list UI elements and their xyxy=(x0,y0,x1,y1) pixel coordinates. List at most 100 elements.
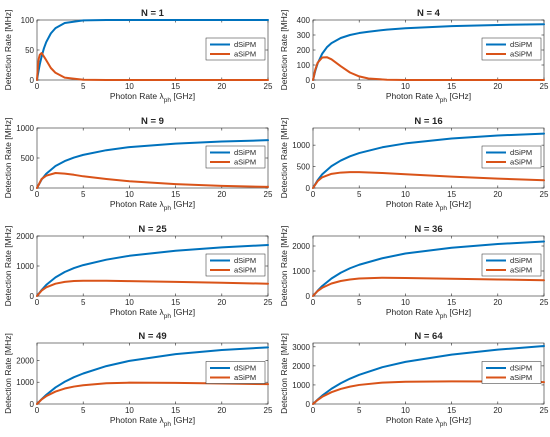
series-line-asipm xyxy=(312,171,545,189)
x-tick-label: 15 xyxy=(447,298,456,307)
x-tick-label: 5 xyxy=(81,190,86,199)
legend-label-asipm: aSiPM xyxy=(510,373,532,382)
series-line-asipm xyxy=(312,276,545,297)
y-axis-label: Detection Rate [MHz] xyxy=(279,333,289,414)
chart-title: N = 49 xyxy=(138,331,166,342)
x-tick-label: 15 xyxy=(447,406,456,415)
y-tick-label: 0 xyxy=(30,292,35,301)
chart-panel-5: 0 5 10 15 20 25 0 1000 2000 N = 25 Photon Rate λph… xyxy=(3,224,273,320)
x-tick-label: 5 xyxy=(357,82,362,91)
x-axis-label: Photon Rate λph [GHz] xyxy=(110,307,195,320)
x-axis-label: Photon Rate λph [GHz] xyxy=(386,307,471,320)
y-axis-label: Detection Rate [MHz] xyxy=(3,10,13,91)
chart-title: N = 1 xyxy=(141,8,165,19)
x-tick-label: 5 xyxy=(81,406,86,415)
legend-label-asipm: aSiPM xyxy=(510,266,532,275)
x-axis-label: Photon Rate λph [GHz] xyxy=(386,91,471,104)
x-tick-label: 0 xyxy=(311,190,316,199)
chart-title: N = 25 xyxy=(138,224,167,235)
x-tick-label: 5 xyxy=(357,190,362,199)
x-tick-label: 15 xyxy=(171,190,180,199)
chart-title: N = 64 xyxy=(414,331,443,342)
x-tick-label: 15 xyxy=(171,82,180,91)
x-tick-label: 20 xyxy=(493,298,502,307)
x-tick-label: 20 xyxy=(493,406,502,415)
x-tick-label: 0 xyxy=(311,82,316,91)
x-tick-label: 20 xyxy=(493,82,502,91)
series-line-asipm xyxy=(36,381,269,405)
y-tick-label: 1000 xyxy=(16,124,34,133)
y-tick-label: 500 xyxy=(297,163,311,172)
chart-panel-8: 0 5 10 15 20 25 0 1000 2000 3000 N = 64 Photon Rate… xyxy=(279,331,549,428)
y-tick-label: 300 xyxy=(297,31,311,40)
x-tick-label: 20 xyxy=(217,82,226,91)
y-tick-label: 0 xyxy=(306,184,311,193)
x-tick-label: 20 xyxy=(217,406,226,415)
x-tick-label: 10 xyxy=(401,82,410,91)
x-tick-label: 20 xyxy=(217,298,226,307)
chart-title: N = 9 xyxy=(141,116,164,127)
chart-panel-2: 0 5 10 15 20 25 0 100 200 300 400 N = 4 Photon Rate … xyxy=(279,8,549,104)
x-tick-label: 15 xyxy=(447,82,456,91)
x-tick-label: 5 xyxy=(357,298,362,307)
y-tick-label: 2000 xyxy=(16,356,34,365)
x-tick-label: 20 xyxy=(217,190,226,199)
x-tick-label: 5 xyxy=(81,298,86,307)
y-tick-label: 1000 xyxy=(16,262,34,271)
chart-panel-1: 0 5 10 15 20 25 0 50 100 N = 1 Photon Rate λph [GH… xyxy=(3,8,273,104)
series-line-asipm xyxy=(312,56,545,81)
y-axis-label: Detection Rate [MHz] xyxy=(279,10,289,91)
y-axis-label: Detection Rate [MHz] xyxy=(3,118,13,199)
x-tick-label: 0 xyxy=(35,298,40,307)
series-line-dsipm xyxy=(36,19,269,81)
x-tick-label: 10 xyxy=(125,190,134,199)
x-tick-label: 25 xyxy=(540,190,549,199)
series-line-dsipm xyxy=(36,139,269,189)
x-tick-label: 10 xyxy=(125,406,134,415)
legend-label-asipm: aSiPM xyxy=(234,158,256,167)
y-axis-label: Detection Rate [MHz] xyxy=(279,226,289,307)
x-tick-label: 25 xyxy=(540,298,549,307)
series-line-dsipm xyxy=(36,244,269,297)
y-axis-label: Detection Rate [MHz] xyxy=(3,333,13,414)
x-tick-label: 10 xyxy=(401,406,410,415)
series-line-asipm xyxy=(36,52,269,81)
x-axis-label: Photon Rate λph [GHz] xyxy=(110,415,195,428)
x-tick-label: 10 xyxy=(401,298,410,307)
y-tick-label: 3000 xyxy=(292,343,310,352)
y-tick-label: 1000 xyxy=(292,267,310,276)
y-tick-label: 0 xyxy=(306,292,311,301)
series-line-asipm xyxy=(312,380,545,405)
y-tick-label: 100 xyxy=(297,61,311,70)
x-tick-label: 25 xyxy=(264,82,273,91)
legend-label-dsipm: dSiPM xyxy=(510,40,532,49)
y-tick-label: 1000 xyxy=(292,381,310,390)
legend-label-dsipm: dSiPM xyxy=(510,148,532,157)
y-axis-label: Detection Rate [MHz] xyxy=(3,226,13,307)
chart-panel-3: 0 5 10 15 20 25 0 500 1000 N = 9 Photon Rate λph [… xyxy=(3,116,273,212)
x-axis-label: Photon Rate λph [GHz] xyxy=(386,199,471,212)
x-tick-label: 15 xyxy=(447,190,456,199)
x-tick-label: 15 xyxy=(171,406,180,415)
x-tick-label: 10 xyxy=(401,190,410,199)
y-tick-label: 2000 xyxy=(16,232,34,241)
y-tick-label: 1000 xyxy=(16,378,34,387)
y-tick-label: 100 xyxy=(21,16,35,25)
y-tick-label: 0 xyxy=(30,184,35,193)
x-tick-label: 25 xyxy=(264,406,273,415)
legend-label-dsipm: dSiPM xyxy=(234,256,256,265)
y-tick-label: 0 xyxy=(306,76,311,85)
x-tick-label: 25 xyxy=(264,298,273,307)
legend-label-asipm: aSiPM xyxy=(234,50,256,59)
x-tick-label: 0 xyxy=(35,190,40,199)
y-tick-label: 50 xyxy=(25,46,34,55)
x-tick-label: 0 xyxy=(311,298,316,307)
x-tick-label: 0 xyxy=(35,82,40,91)
